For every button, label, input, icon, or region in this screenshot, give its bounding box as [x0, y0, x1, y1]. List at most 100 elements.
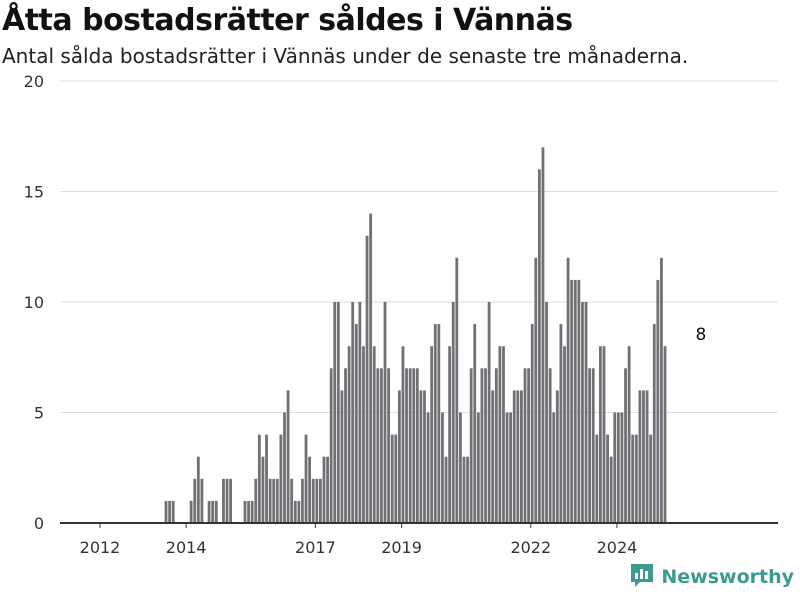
bar [290, 478, 294, 523]
bar [380, 368, 383, 523]
y-tick-label: 5 [34, 404, 44, 423]
chart-subtitle: Antal sålda bostadsrätter i Vännäs under… [2, 44, 689, 68]
bar [344, 368, 347, 523]
bar [275, 478, 279, 523]
bar [462, 456, 466, 523]
bar [473, 324, 477, 523]
bar [663, 346, 667, 523]
bar [502, 346, 505, 523]
bar [322, 456, 326, 523]
bar [613, 412, 617, 523]
data-label-latest: 8 [696, 325, 707, 345]
bar [627, 346, 631, 523]
bar [480, 368, 484, 523]
y-tick-label: 15 [24, 183, 44, 202]
bar [430, 346, 434, 523]
bar [229, 478, 233, 523]
bar [624, 368, 627, 523]
bar [505, 412, 509, 523]
bar [301, 478, 304, 523]
bar [559, 324, 563, 523]
bar [566, 257, 570, 523]
bar [609, 456, 613, 523]
bar [164, 500, 168, 523]
bar [616, 412, 620, 523]
bar [426, 412, 430, 523]
bar [652, 324, 656, 523]
bar [340, 390, 344, 523]
bar [660, 257, 663, 523]
bar [455, 257, 459, 523]
bar [304, 434, 308, 523]
bar [250, 500, 254, 523]
bar [620, 412, 624, 523]
bar [645, 390, 649, 523]
bar [200, 478, 204, 523]
bar [283, 412, 286, 523]
bar [527, 368, 530, 523]
bar [333, 302, 337, 523]
bar [261, 456, 265, 523]
bar [595, 434, 599, 523]
bar [408, 368, 412, 523]
bar [365, 235, 369, 523]
bar [189, 500, 193, 523]
bar [466, 456, 469, 523]
bar [405, 368, 408, 523]
bar [552, 412, 556, 523]
annotations: 8 [694, 323, 709, 347]
bar [638, 390, 642, 523]
bar [196, 456, 200, 523]
newsworthy-logo[interactable]: Newsworthy [629, 562, 794, 592]
x-tick-label: 2012 [80, 538, 121, 557]
bar [401, 346, 405, 523]
bar [469, 368, 473, 523]
y-axis-tick-labels: 0 5 10 15 20 [24, 72, 44, 533]
bar [268, 478, 272, 523]
bar [347, 346, 351, 523]
bar [326, 456, 329, 523]
bar [279, 434, 283, 523]
bar [577, 279, 581, 523]
bar [545, 302, 548, 523]
bar [570, 279, 574, 523]
bar [541, 147, 545, 524]
bar [588, 368, 592, 523]
bar [222, 478, 225, 523]
bar [354, 324, 358, 523]
bar [243, 500, 247, 523]
y-tick-label: 0 [34, 514, 44, 533]
bar [351, 302, 355, 523]
bar [516, 390, 520, 523]
bar [599, 346, 602, 523]
bar [584, 302, 588, 523]
bar [606, 434, 609, 523]
bar [247, 500, 250, 523]
bar [383, 302, 387, 523]
bar [207, 500, 211, 523]
x-tick-label: 2022 [510, 538, 551, 557]
bar [254, 478, 258, 523]
bar [448, 346, 452, 523]
bar [419, 390, 423, 523]
bar [415, 368, 419, 523]
bar [412, 368, 416, 523]
bar [387, 368, 390, 523]
bar [225, 478, 229, 523]
bar [394, 434, 398, 523]
bar [433, 324, 437, 523]
y-tick-label: 10 [24, 293, 44, 312]
bar [491, 390, 495, 523]
bar [362, 346, 365, 523]
bar [308, 456, 312, 523]
bar [441, 412, 444, 523]
bar [336, 302, 340, 523]
bar [286, 390, 290, 523]
bar [372, 346, 376, 523]
bar [329, 368, 333, 523]
bar [272, 478, 276, 523]
bar [591, 368, 595, 523]
x-tick-label: 2014 [166, 538, 207, 557]
bar [168, 500, 171, 523]
